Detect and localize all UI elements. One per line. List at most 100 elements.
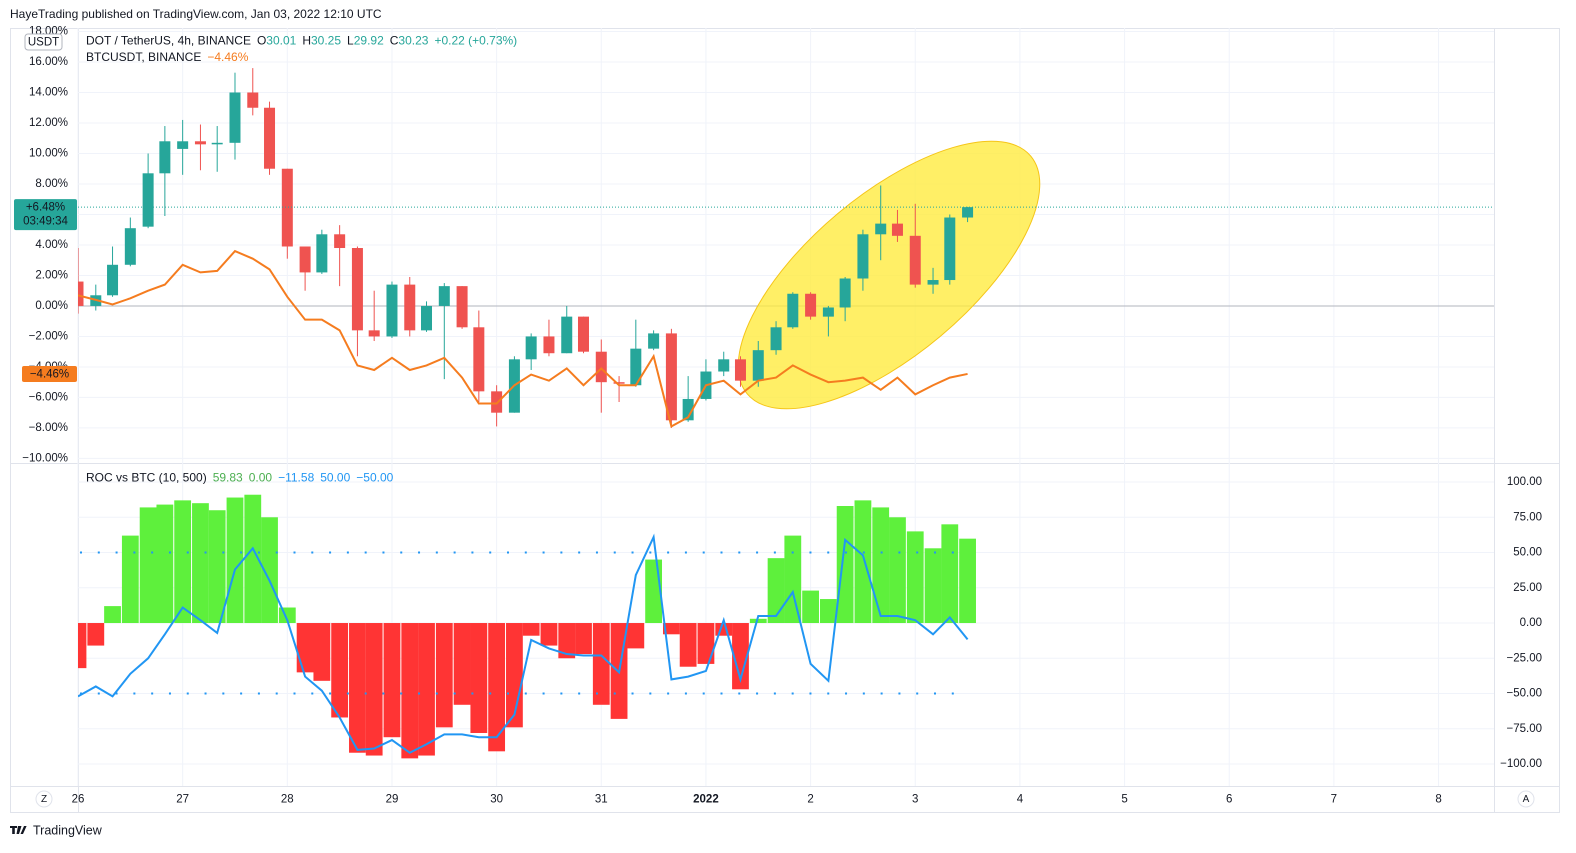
candle-body [334,234,346,249]
candle-body [770,327,782,351]
histogram-bar [365,623,383,756]
candle-body [944,217,956,281]
histogram-bar [506,623,523,728]
y-tick-label: 2.00% [35,269,68,281]
candle-body [194,141,206,145]
candle-body [299,246,311,273]
last-price-tag [14,199,77,231]
histogram-bar [663,623,680,635]
currency-label: USDT [28,37,59,49]
candle-body [891,223,903,236]
histogram-bar [435,623,453,728]
histogram-bar [749,618,767,624]
histogram-bar [924,548,942,624]
y2-tick-label: −75.00 [1507,723,1543,735]
y2-tick-label: 50.00 [1513,547,1542,559]
x-tick-label: 26 [72,794,85,806]
indicator-legend-value: −11.58 [278,471,314,485]
histogram-bar [906,531,924,624]
y-tick-label: −10.00% [22,452,68,464]
x-tick-label: 7 [1331,794,1337,806]
candle-body [525,336,537,360]
histogram-bar [522,623,540,636]
series-name: BTCUSDT, BINANCE [86,50,201,64]
histogram-bar [174,500,192,624]
x-tick-label: 29 [386,794,399,806]
x-tick-label: 30 [490,794,503,806]
histogram-bar [697,623,715,664]
y-tick-label: −6.00% [29,391,68,403]
histogram-bar [383,623,401,738]
ohlc-key: H [302,34,311,48]
candle-body [456,286,468,328]
y2-tick-label: −100.00 [1500,758,1542,770]
histogram-bar [226,497,244,624]
candle-body [682,398,694,421]
candle-body [438,286,450,306]
indicator-legend-value: 59.83 [213,471,243,485]
candle-body [577,316,589,352]
histogram-bar [313,623,331,681]
y-tick-label: 0.00% [35,300,68,312]
candle-body [142,173,154,227]
histogram-bar [418,623,435,756]
x-tick-label: 31 [595,794,608,806]
x-tick-label: 2 [807,794,813,806]
ohlc-value: +0.22 (+0.73%) [434,34,517,48]
candle-body [909,235,921,285]
histogram-bar [872,507,890,624]
histogram-bar [87,623,105,646]
candle-body [229,92,241,143]
currency-box[interactable] [24,33,63,51]
candle-body [211,142,223,145]
candle-body [718,359,730,372]
footer-brand: TradingView [33,823,103,837]
histogram-bar [784,535,802,624]
ohlc-key: O [257,34,266,48]
ohlc-value: 30.01 [266,34,296,48]
histogram-bar [470,623,488,733]
histogram-bar [959,538,976,624]
y-tick-label: 8.00% [35,178,68,190]
y-tick-label: 14.00% [29,87,68,99]
candle-body [159,141,171,174]
candle-body [927,280,939,285]
candle-body [281,168,293,247]
ohlc-value: 30.23 [398,34,428,48]
candle-body [351,248,363,331]
zoom-button[interactable] [35,790,53,808]
candle-body [78,281,84,306]
indicator-legend-value: −50.00 [356,471,393,485]
ohlc-key: C [390,34,399,48]
x-tick-label: 5 [1121,794,1127,806]
histogram-bar [575,623,592,655]
y2-tick-label: 100.00 [1507,476,1542,488]
candle-body [752,350,764,381]
histogram-bar [453,623,471,705]
zoom-button-label: Z [41,794,47,805]
histogram-bar [854,500,872,624]
candle-body [839,278,851,308]
x-tick-label: 27 [176,794,189,806]
histogram-bar [715,623,733,636]
x-tick-label: 3 [912,794,918,806]
histogram-bar [331,623,349,718]
histogram-bar [401,623,419,759]
publish-header: HayeTrading published on TradingView.com… [10,7,382,21]
candle-body [822,307,834,317]
symbol-legend: DOT / TetherUS, 4h, BINANCE O30.01 H30.25 L… [86,34,517,48]
x-tick-label: 8 [1435,794,1441,806]
y-tick-label: 12.00% [29,117,68,129]
indicator-title: ROC vs BTC (10, 500) [86,471,207,485]
candle-body [805,293,817,317]
ohlc-value: 30.25 [311,34,341,48]
series-legend: BTCUSDT, BINANCE −4.46% [86,50,249,64]
y-tick-label: 4.00% [35,239,68,251]
candle-body [264,107,276,169]
y-tick-label: −8.00% [29,422,68,434]
symbol-title: DOT / TetherUS, 4h, BINANCE [86,34,251,48]
histogram-bar [349,623,366,753]
auto-button[interactable] [1517,790,1535,808]
candle-body [648,333,660,349]
x-tick-label: 28 [281,794,294,806]
